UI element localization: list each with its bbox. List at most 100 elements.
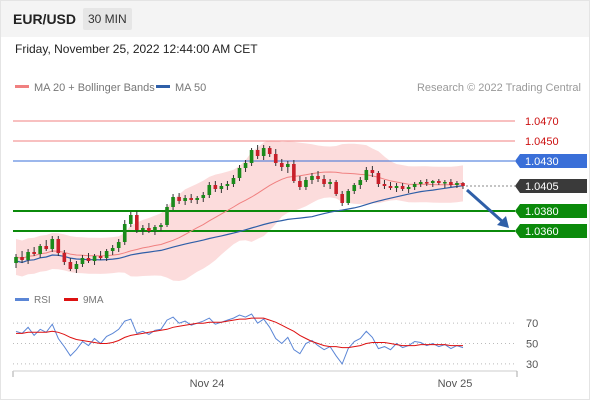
candle-body [14,257,18,263]
resistance-level-label: 1.0450 [525,136,559,148]
candle-body [286,164,290,167]
candle-body [110,248,115,251]
candle-body [364,170,369,180]
candle-body [424,182,429,184]
forecast-arrow-head [497,216,509,228]
candle-body [316,176,320,179]
candle-body [116,242,121,248]
candle-body [298,181,302,187]
candle-body [370,170,375,173]
rsi-legend-swatch [15,298,29,301]
candle-body [153,227,157,231]
candle-body [98,256,103,258]
candle-body [207,185,212,195]
rsi-tick-label: 30 [526,359,538,371]
rsi-ma-legend-label: 9MA [83,295,104,306]
candle-body [44,246,49,249]
rsi-chart: 70 50 30 [13,313,538,371]
candle-body [177,197,181,201]
candle-body [50,239,55,249]
candle-body [443,182,447,184]
candle-body [304,180,308,187]
candle-body [26,252,30,260]
candle-body [20,257,24,260]
support-level-tag [515,204,587,218]
candle-body [406,187,411,189]
resistance-level-label: 1.0470 [525,116,559,128]
current-level-label: 1.0405 [525,181,559,193]
candle-body [92,256,97,261]
candle-body [195,198,200,200]
candle-body [340,194,344,203]
x-tick-label: Nov 25 [438,378,473,390]
price-chart: 1.0470 1.0450 1.0430 1.0405 1.0380 1.0360 [13,116,587,281]
candle-body [310,176,314,180]
x-tick-label: Nov 24 [190,378,225,390]
candle-body [159,225,163,227]
candle-body [165,207,169,225]
rsi-tick-label: 70 [526,318,538,330]
candle-body [449,182,453,185]
candle-body [141,228,145,230]
candle-body [261,148,266,156]
candle-body [171,197,175,207]
candle-body [455,183,459,185]
timeframe-badge[interactable]: 30 MIN [83,8,132,30]
candle-body [32,252,36,254]
pivot-level-label: 1.0430 [525,156,559,168]
candle-body [231,178,236,184]
candle-body [382,184,387,186]
candle-body [122,224,127,242]
ma50-legend-swatch [156,85,170,88]
candle-body [219,186,224,189]
candle-body [279,163,284,167]
chart-datetime: Friday, November 25, 2022 12:44:00 AM CE… [15,42,258,56]
pivot-level-tag [515,154,587,168]
candle-body [394,186,399,188]
candle-body [352,185,357,191]
candle-body [249,150,254,163]
candle-body [346,191,351,203]
support-level-tag [515,224,587,238]
rsi-tick-label: 50 [526,339,538,351]
candle-body [80,258,85,264]
candle-body [147,228,151,231]
candle-body [328,182,332,184]
candle-body [273,154,278,163]
ma20-legend-label: MA 20 + Bollinger Bands [34,82,155,94]
candle-body [461,183,465,186]
candle-body [388,186,393,188]
candle-body [183,198,187,201]
candle-body [267,148,272,154]
candle-body [135,215,139,230]
ma50-line [15,185,464,264]
rsi-line [15,313,464,365]
candle-body [128,215,133,224]
rsi-ma-legend-swatch [64,298,78,301]
candle-body [62,253,67,262]
symbol-label: EUR/USD [13,11,77,27]
support-level-label: 1.0360 [525,226,559,238]
candle-body [400,186,405,189]
candle-body [437,181,441,183]
candle-body [213,185,218,189]
forecast-arrow-shaft [466,188,505,225]
top-bar: EUR/USD 30 MIN [1,1,589,37]
candle-body [430,181,435,183]
candle-body [86,258,91,261]
candle-body [358,180,363,185]
candle-body [201,195,206,198]
candle-body [418,182,423,184]
research-credit: Research © 2022 Trading Central [417,82,581,94]
candle-body [243,163,248,168]
current-level-tag [515,179,587,193]
ma20-line [15,171,464,260]
candle-body [412,184,417,187]
candle-body [237,168,242,178]
support-level-label: 1.0380 [525,206,559,218]
candle-body [225,184,230,186]
candle-body [189,198,193,200]
rsi_ma-line [16,317,463,349]
